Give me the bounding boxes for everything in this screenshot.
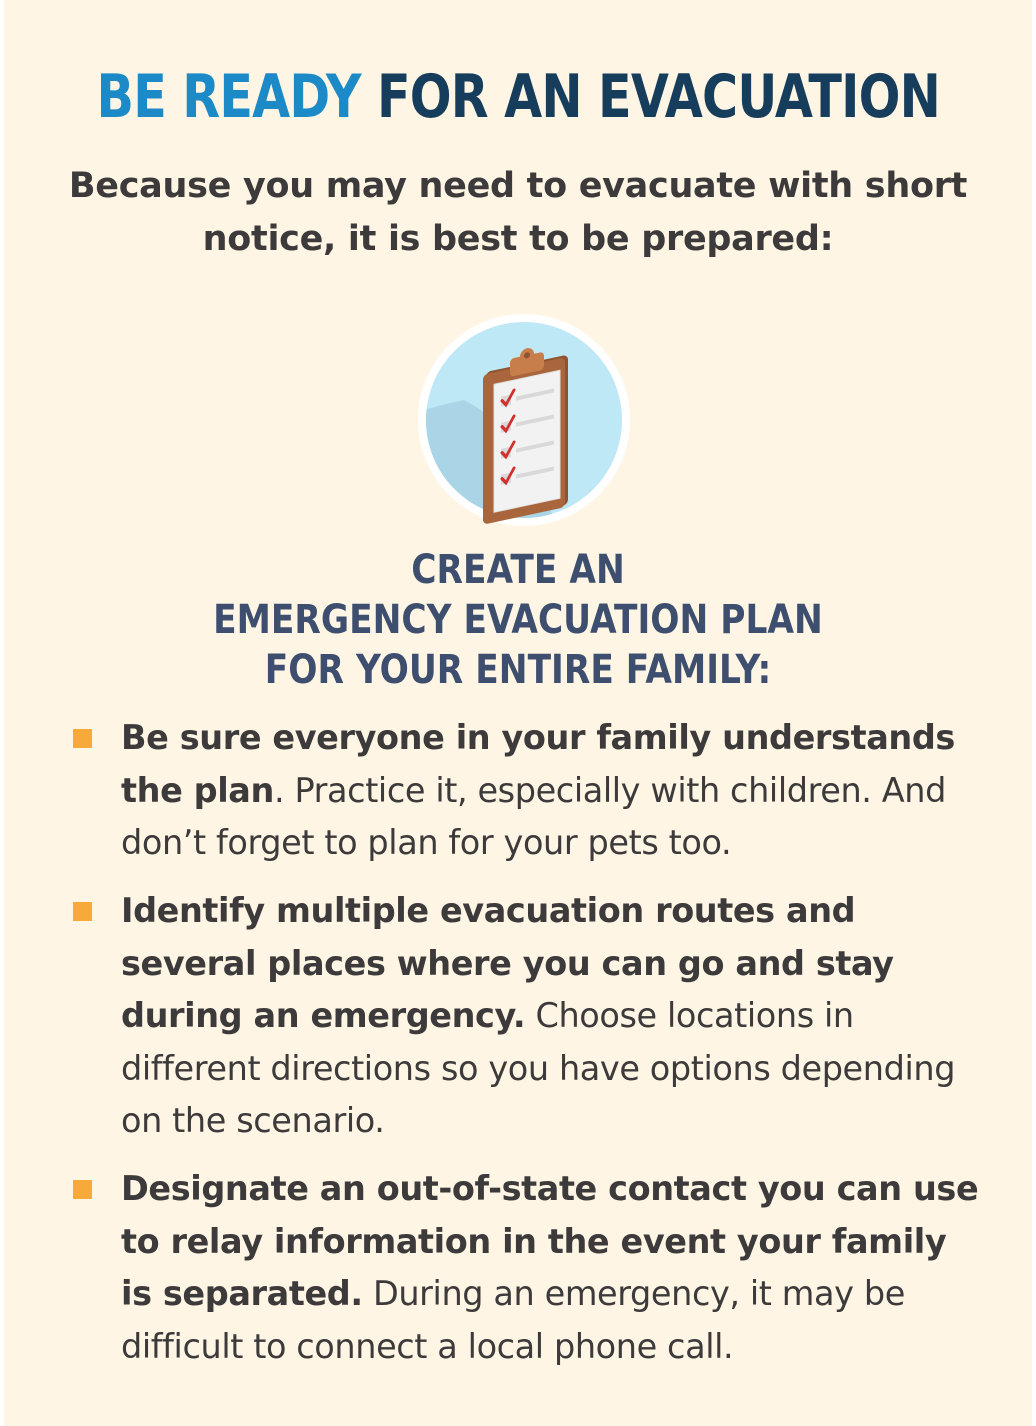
list-item-text: Be sure everyone in your family understa… bbox=[121, 712, 981, 870]
intro-text: Because you may need to evacuate with sh… bbox=[44, 160, 992, 266]
page-title: BE READY FOR AN EVACUATION bbox=[96, 62, 941, 132]
list-item-regular: . Practice it, especially with children.… bbox=[121, 770, 946, 863]
intro-line-2: notice, it is best to be prepared: bbox=[202, 219, 834, 259]
section-heading-line-3: FOR YOUR ENTIRE FAMILY: bbox=[264, 647, 772, 693]
title-rest: FOR AN EVACUATION bbox=[376, 62, 941, 132]
bullet-square-icon bbox=[73, 1180, 92, 1199]
list-item-regular: Choose locations in different directions… bbox=[121, 996, 956, 1140]
intro-line-1: Because you may need to evacuate with sh… bbox=[68, 166, 968, 206]
section-heading: CREATE AN EMERGENCY EVACUATION PLAN FOR … bbox=[76, 545, 960, 695]
clipboard-checklist-icon bbox=[416, 312, 632, 528]
list-item-bold: Be sure everyone in your family understa… bbox=[121, 718, 955, 810]
list-item-bold: Designate an out-of-state contact you ca… bbox=[121, 1169, 979, 1313]
list-item-bold: Identify multiple evacuation routes and … bbox=[121, 891, 894, 1035]
info-card: BE READY FOR AN EVACUATION Because you m… bbox=[4, 0, 1032, 1426]
bullet-square-icon bbox=[73, 729, 92, 748]
list-item-text: Designate an out-of-state contact you ca… bbox=[121, 1163, 981, 1373]
section-heading-line-1: CREATE AN bbox=[411, 547, 625, 593]
section-heading-line-2: EMERGENCY EVACUATION PLAN bbox=[213, 597, 823, 643]
list-item-text: Identify multiple evacuation routes and … bbox=[121, 885, 981, 1148]
bullet-square-icon bbox=[73, 902, 92, 921]
title-accent: BE READY bbox=[96, 62, 362, 132]
list-item-regular: During an emergency, it may be difficult… bbox=[121, 1274, 905, 1366]
